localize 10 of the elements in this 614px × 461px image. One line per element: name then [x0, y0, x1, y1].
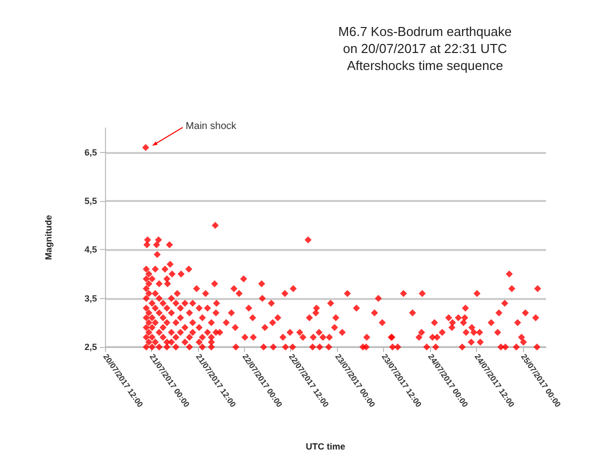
chart-subtitle: Aftershocks time sequence	[346, 58, 504, 73]
y-axis-title: Magnitude	[44, 215, 54, 260]
y-tick-label: 6,5	[84, 147, 97, 158]
chart-title: M6.7 Kos-Bodrum earthquake on 20/07/2017 at 22:31 UTC	[338, 24, 512, 56]
y-tick-label: 4,5	[84, 244, 97, 255]
x-axis-title: UTC time	[306, 442, 346, 452]
y-tick-label: 5,5	[84, 196, 97, 206]
y-tick-label: 2,5	[84, 342, 97, 352]
annotation: Main shock	[186, 120, 238, 132]
y-tick-label: 3,5	[84, 293, 97, 304]
